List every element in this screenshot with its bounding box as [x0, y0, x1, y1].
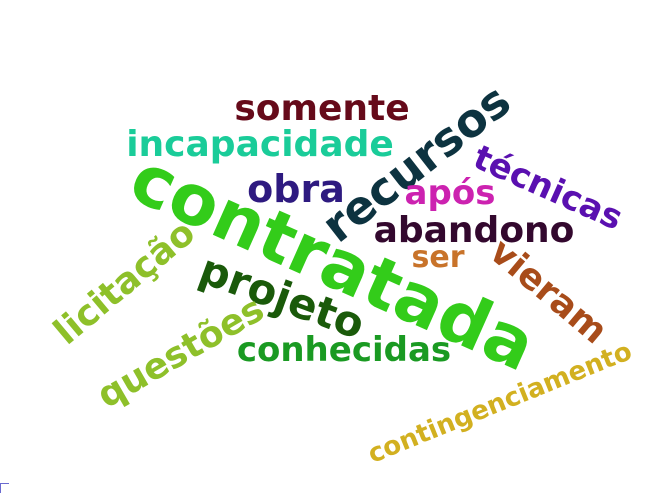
word-abandono: abandono [373, 210, 575, 251]
word-apos: após [404, 173, 496, 213]
word-conhecidas: conhecidas [236, 330, 452, 370]
word-ser: ser [411, 240, 465, 275]
corner-resize-mark [0, 483, 9, 493]
word-incapacidade: incapacidade [126, 124, 394, 165]
word-somente: somente [234, 88, 410, 129]
word-obra: obra [247, 167, 345, 211]
